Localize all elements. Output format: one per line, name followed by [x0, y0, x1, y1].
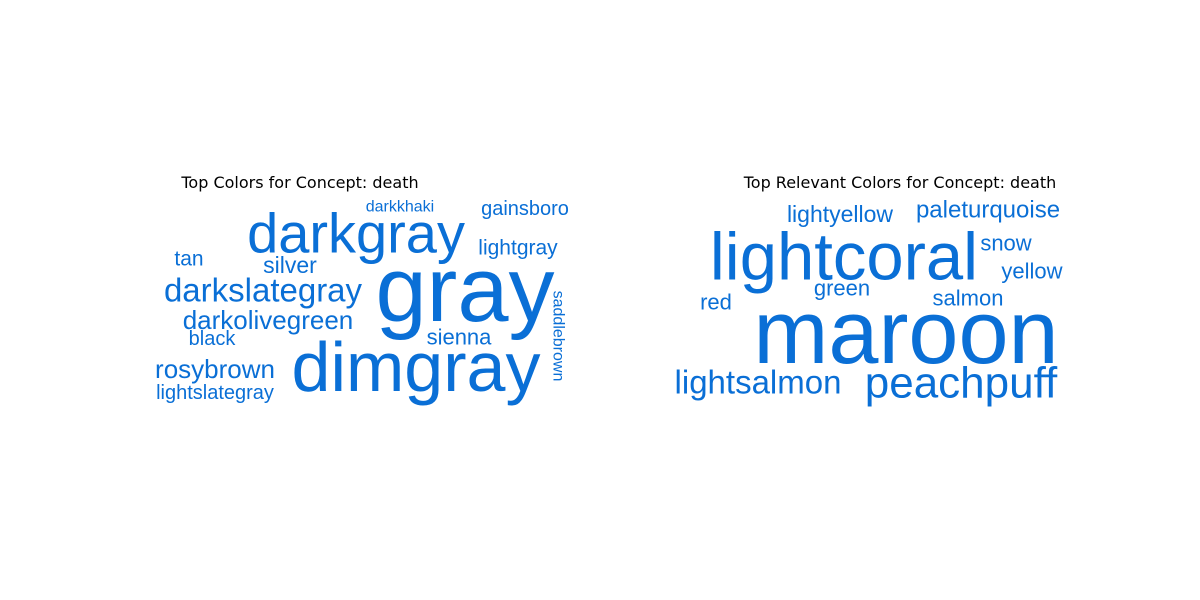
word-rosybrown: rosybrown [155, 354, 275, 384]
chart-title-left: Top Colors for Concept: death [181, 173, 419, 192]
word-yellow: yellow [1001, 259, 1062, 284]
word-darkgray: darkgray [247, 202, 465, 265]
word-lightyellow: lightyellow [787, 201, 893, 227]
word-maroon: maroon [753, 283, 1058, 383]
word-silver: silver [263, 252, 317, 278]
word-lightsalmon: lightsalmon [675, 364, 842, 401]
word-gray: gray [376, 239, 555, 341]
word-peachpuff: peachpuff [865, 359, 1058, 408]
word-darkslategray: darkslategray [164, 272, 363, 309]
word-lightslategray: lightslategray [156, 382, 274, 404]
word-lightcoral: lightcoral [710, 220, 978, 295]
word-paleturquoise: paleturquoise [916, 197, 1060, 224]
word-darkkhaki: darkkhaki [366, 199, 434, 216]
word-red: red [700, 290, 732, 315]
word-saddlebrown: saddlebrown [550, 291, 567, 382]
word-sienna: sienna [427, 325, 493, 350]
word-gainsboro: gainsboro [481, 198, 569, 220]
chart-title-right: Top Relevant Colors for Concept: death [743, 173, 1057, 192]
word-snow: snow [980, 231, 1031, 256]
wordcloud-panel-left: Top Colors for Concept: death gray dimgra… [155, 173, 569, 407]
word-lightgray: lightgray [478, 237, 558, 260]
word-salmon: salmon [933, 286, 1004, 311]
wordcloud-panel-right: Top Relevant Colors for Concept: death m… [600, 0, 1200, 600]
word-black: black [189, 328, 237, 350]
word-tan: tan [174, 248, 203, 271]
word-darkolivegreen: darkolivegreen [183, 305, 354, 335]
word-dimgray: dimgray [292, 328, 541, 406]
word-green: green [814, 276, 870, 301]
